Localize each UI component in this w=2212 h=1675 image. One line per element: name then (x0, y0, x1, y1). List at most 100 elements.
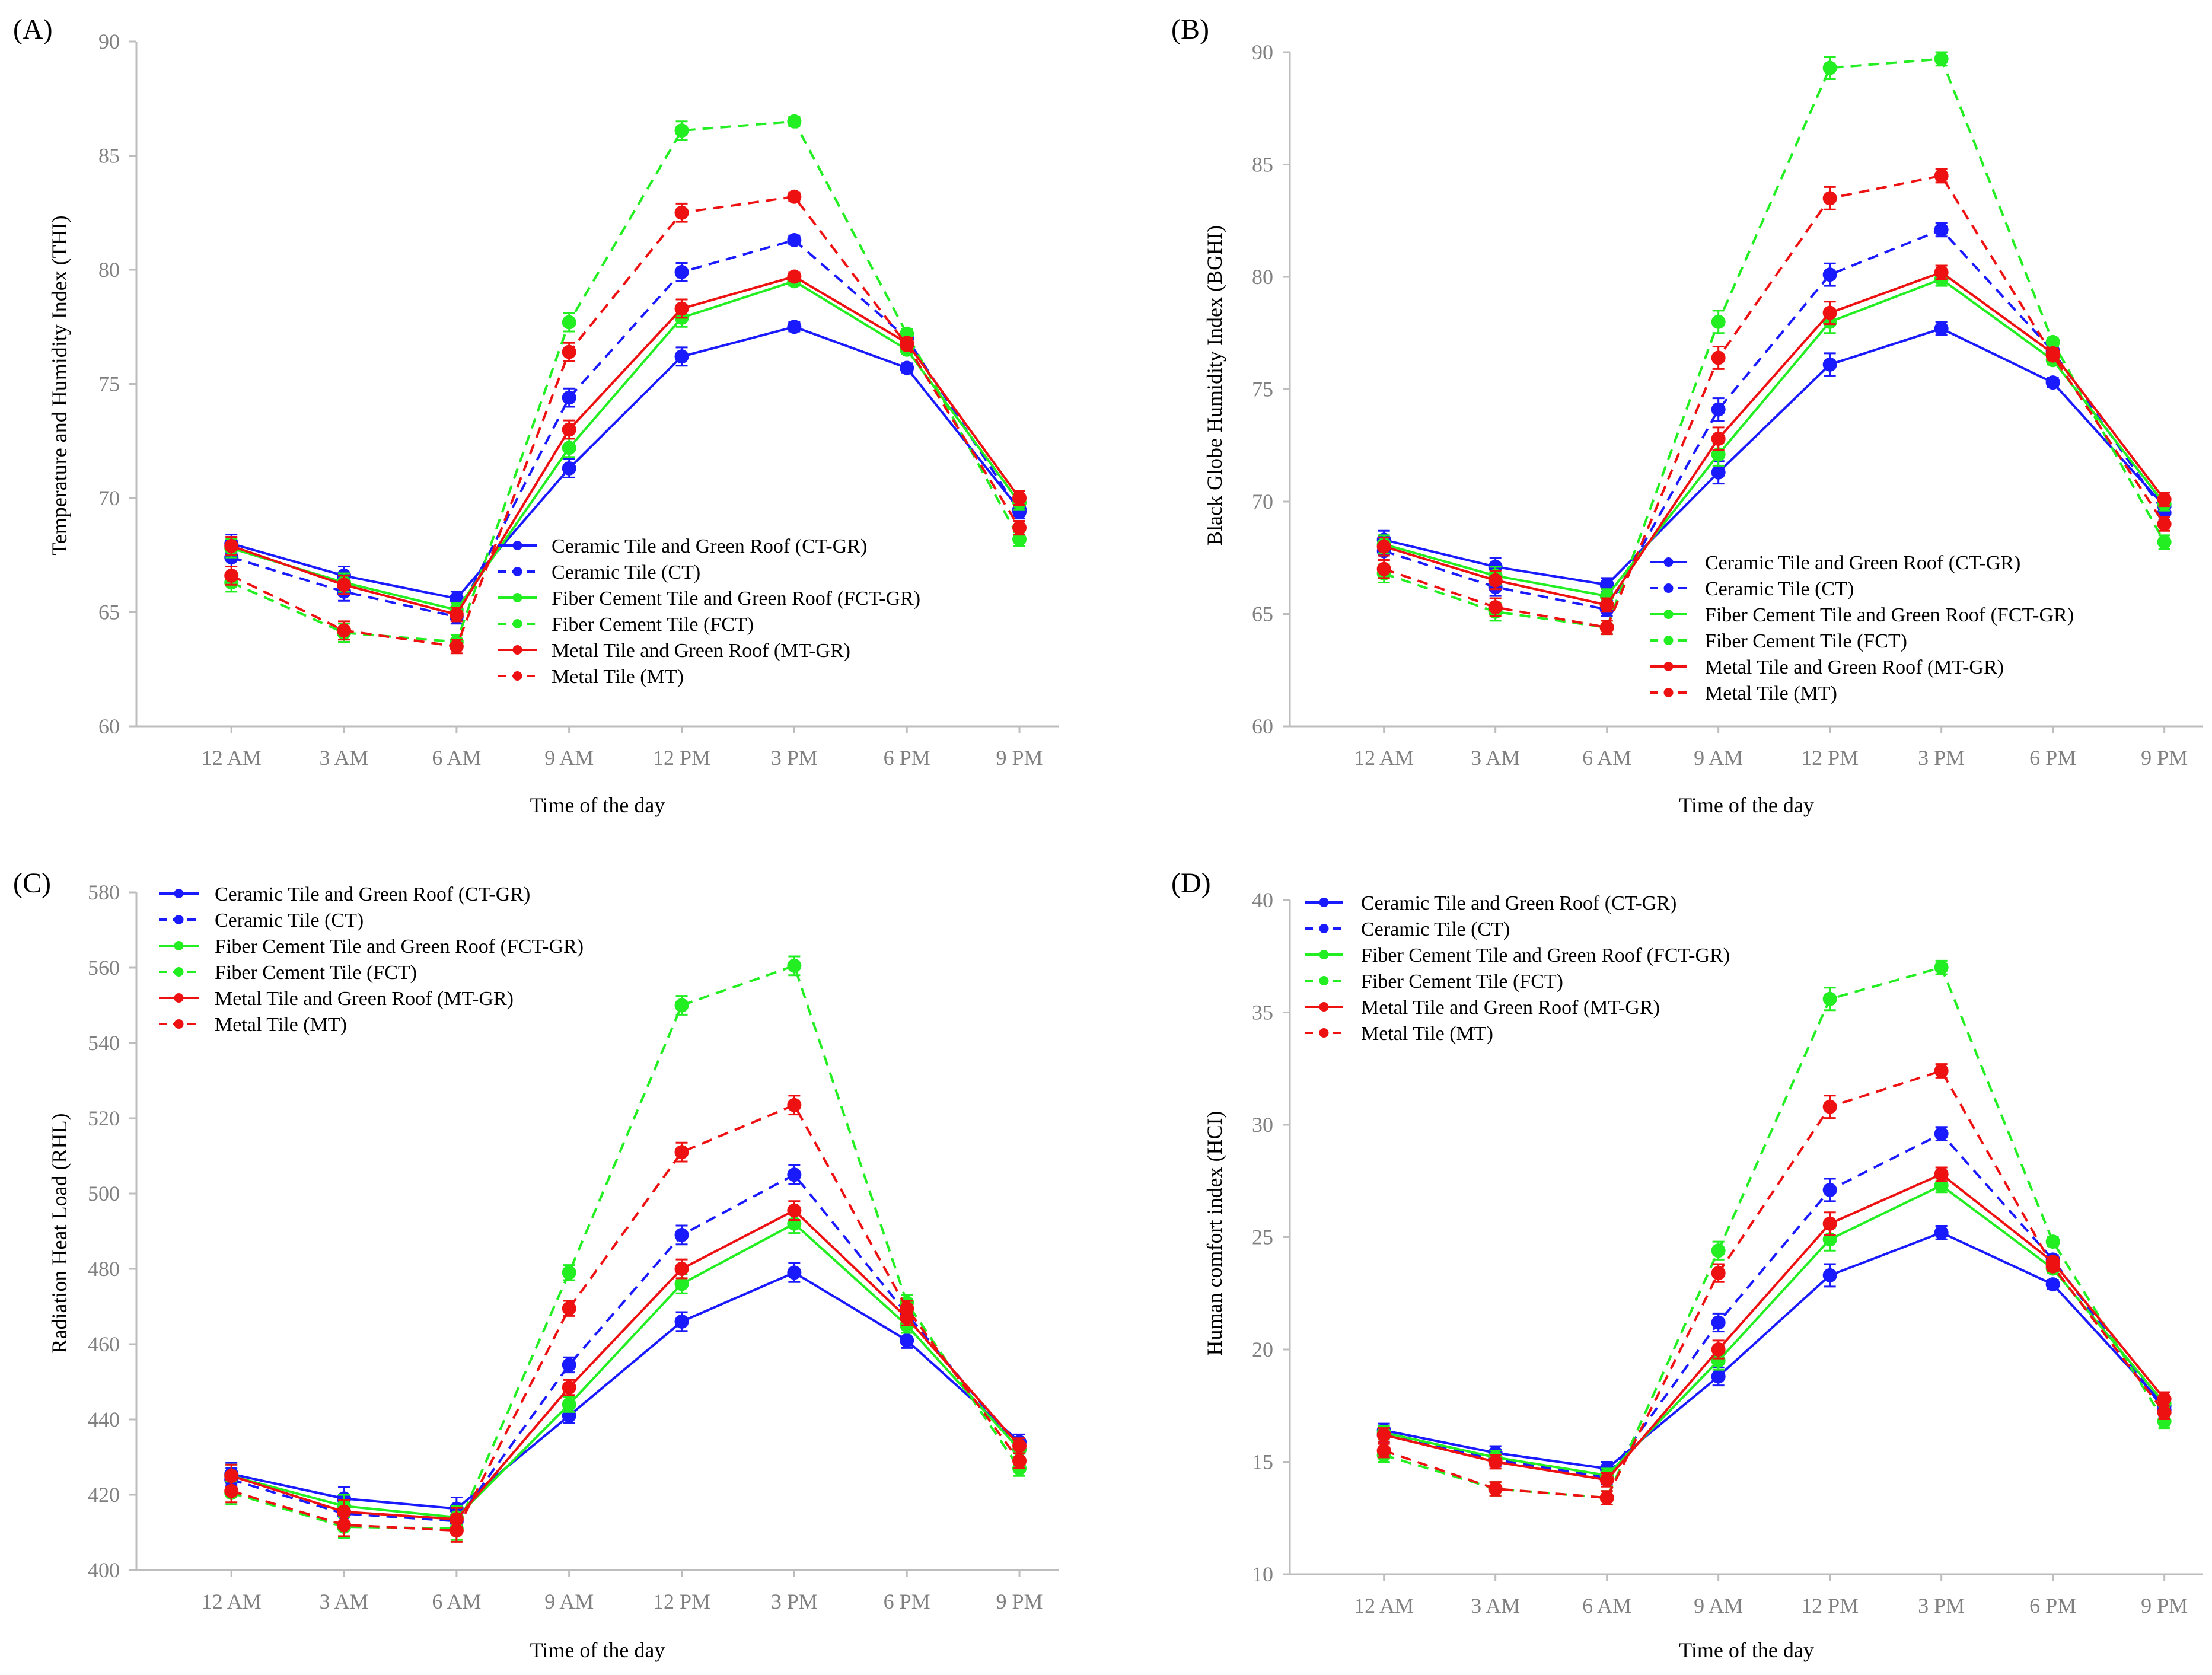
series-line (231, 195, 1021, 648)
series-5 (1376, 1063, 2172, 1506)
data-point (562, 344, 576, 359)
legend: Ceramic Tile and Green Roof (CT-GR) Ceram… (1650, 552, 2074, 704)
data-point (1376, 539, 1391, 554)
series-line (1384, 966, 2166, 1499)
data-point (787, 1265, 802, 1280)
y-axis-title: Radiation Heat Load (RHL) (47, 1114, 71, 1354)
legend-marker (174, 967, 184, 977)
y-tick-label: 15 (1252, 1450, 1273, 1474)
series-4 (224, 1200, 1027, 1532)
y-tick-label: 60 (1252, 714, 1273, 738)
legend-marker (1319, 898, 1329, 907)
data-point (1934, 1064, 1949, 1079)
legend-label: Fiber Cement Tile and Green Roof (FCT-GR… (1705, 604, 2074, 626)
data-point (2045, 1259, 2060, 1274)
data-point (1822, 1182, 1837, 1197)
legend-marker (512, 645, 522, 655)
series-2 (224, 1213, 1027, 1530)
data-point (1822, 991, 1837, 1006)
y-tick-label: 10 (1252, 1562, 1273, 1586)
x-tick-label: 9 AM (544, 1590, 594, 1613)
data-point (1599, 1491, 1614, 1505)
series-3 (224, 955, 1027, 1541)
x-tick-label: 9 PM (996, 1590, 1043, 1613)
series-line (1384, 271, 2166, 607)
data-point (674, 1227, 689, 1242)
data-point (1488, 1454, 1503, 1469)
data-point (562, 315, 576, 330)
chart-panel-a: (A) 60 65 70 75 80 85 90 12 AM 3 AM 6 AM 9 AM 12 PM 3… (13, 14, 1059, 817)
legend-marker (1319, 1002, 1329, 1012)
x-tick-label: 6 AM (1582, 1594, 1631, 1617)
series-3 (1376, 51, 2172, 636)
data-point (224, 1483, 239, 1498)
series-5 (1376, 168, 2172, 636)
y-tick-label: 400 (88, 1558, 120, 1582)
data-point (1822, 60, 1837, 75)
x-axis-title: Time of the day (1679, 1638, 1814, 1662)
data-point (2157, 492, 2172, 507)
data-point (787, 269, 802, 284)
x-tick-label: 3 PM (771, 1590, 818, 1613)
data-point (1822, 1099, 1837, 1114)
y-tick-label: 60 (98, 714, 120, 738)
data-point (1934, 1225, 1949, 1240)
x-axis-title: Time of the day (530, 1638, 665, 1662)
series-3 (1376, 959, 2172, 1506)
legend-marker (1663, 583, 1674, 593)
data-point (1012, 521, 1027, 535)
x-tick-label: 6 PM (884, 1590, 930, 1613)
data-point (787, 232, 802, 247)
x-tick-label: 3 PM (1918, 1594, 1965, 1617)
series-line (231, 238, 1021, 618)
data-point (674, 349, 689, 364)
data-point (1488, 573, 1503, 588)
data-point (562, 1397, 576, 1412)
series-line (231, 280, 1021, 611)
series-line (231, 1271, 1021, 1510)
data-point (1934, 960, 1949, 975)
data-point (1599, 578, 1614, 592)
data-point (449, 1523, 464, 1538)
legend: Ceramic Tile and Green Roof (CT-GR) Ceram… (159, 883, 584, 1036)
data-point (562, 390, 576, 405)
x-tick-label: 12 AM (1354, 1594, 1414, 1617)
data-point (2045, 334, 2060, 349)
legend-label: Fiber Cement Tile and Green Roof (FCT-GR… (215, 936, 584, 958)
data-point (1599, 598, 1614, 612)
legend-marker (1319, 924, 1329, 933)
x-axis-title: Time of the day (530, 793, 665, 817)
panel-label: (B) (1171, 14, 1209, 45)
data-point (1599, 1472, 1614, 1487)
x-tick-label: 3 AM (320, 1590, 369, 1613)
data-point (900, 1333, 914, 1348)
series-1 (224, 1164, 1027, 1533)
data-point (1711, 402, 1726, 417)
chart-panel-d: (D) 10 15 20 25 30 35 40 12 AM 3 AM 6 AM 9 AM 12 PM 3… (1171, 867, 2203, 1662)
y-tick-label: 85 (98, 144, 120, 168)
data-point (1711, 1243, 1726, 1258)
data-point (562, 1265, 576, 1280)
y-tick-label: 90 (98, 30, 120, 53)
data-point (674, 1314, 689, 1329)
data-point (674, 264, 689, 279)
series-line (231, 964, 1021, 1530)
series-line (1384, 1231, 2166, 1470)
series-line (1384, 228, 2166, 611)
legend-marker (512, 671, 522, 681)
data-point (1012, 532, 1027, 547)
x-tick-label: 3 AM (1471, 746, 1520, 770)
series-line (231, 120, 1021, 643)
y-tick-label: 580 (88, 880, 120, 904)
data-point (1822, 267, 1837, 282)
data-point (1488, 1481, 1503, 1496)
series-2 (1376, 1178, 2172, 1483)
data-point (562, 1357, 576, 1372)
x-tick-label: 3 AM (320, 746, 369, 770)
data-point (2045, 375, 2060, 390)
legend-marker (1319, 950, 1329, 959)
data-point (1012, 491, 1027, 505)
data-point (1599, 620, 1614, 635)
legend-label: Ceramic Tile and Green Roof (CT-GR) (215, 883, 530, 905)
data-point (1711, 1315, 1726, 1330)
